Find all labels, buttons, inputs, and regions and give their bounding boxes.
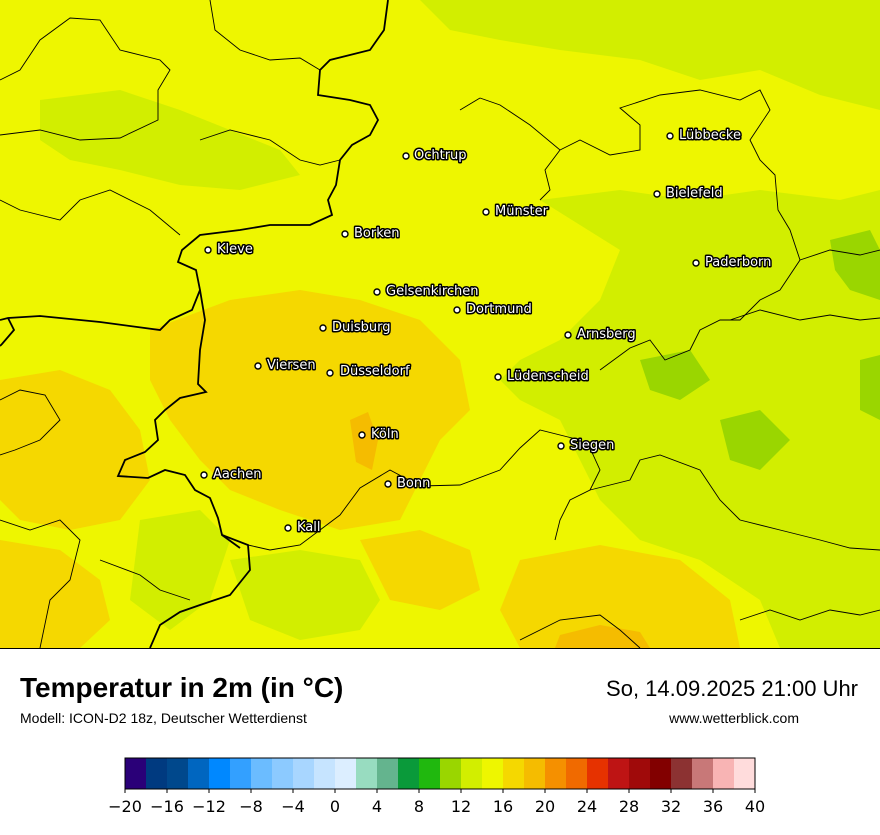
legend-swatch (524, 758, 546, 789)
city-label: Aachen (213, 467, 261, 482)
legend-swatch (146, 758, 168, 789)
city-label: Köln (371, 427, 399, 442)
city-label: Arnsberg (577, 327, 636, 342)
legend-swatch (230, 758, 252, 789)
legend-swatch (188, 758, 210, 789)
city-koeln[interactable]: Köln (358, 426, 400, 444)
model-info: Modell: ICON-D2 18z, Deutscher Wetterdie… (20, 710, 307, 726)
hot-spots (350, 412, 650, 648)
legend-swatch (545, 758, 567, 789)
city-gelsenkirchen[interactable]: Gelsenkirchen (373, 283, 480, 301)
city-label: Borken (354, 226, 400, 241)
legend-swatch (461, 758, 483, 789)
legend-swatch (629, 758, 651, 789)
legend-swatch (608, 758, 630, 789)
legend-swatch (713, 758, 735, 789)
city-dortmund[interactable]: Dortmund (453, 301, 533, 319)
city-borken[interactable]: Borken (341, 225, 401, 243)
color-legend: −20 −16 −12 −8 −4 0 4 8 12 16 20 24 28 32 36 40 (100, 755, 780, 830)
city-label: Duisburg (332, 320, 391, 335)
city-aachen[interactable]: Aachen (200, 466, 263, 484)
legend-tick-label: 16 (493, 797, 513, 816)
city-duisburg[interactable]: Duisburg (319, 319, 392, 337)
city-markers: Ochtrup Lübbecke Bielefeld Münster Borke… (200, 127, 773, 537)
city-label: Düsseldorf (340, 364, 410, 379)
legend-tick-label: 12 (451, 797, 471, 816)
legend-tick-label: −8 (239, 797, 263, 816)
city-label: Bonn (397, 476, 430, 491)
city-luebbecke[interactable]: Lübbecke (666, 127, 742, 145)
city-label: Gelsenkirchen (386, 284, 479, 299)
legend-tick-label: 36 (703, 797, 723, 816)
legend-swatch (251, 758, 273, 789)
legend-swatch (692, 758, 714, 789)
legend-tick-label: −4 (281, 797, 305, 816)
cool-zones (40, 0, 880, 648)
city-viersen[interactable]: Viersen (254, 357, 317, 375)
city-kall[interactable]: Kall (284, 519, 322, 537)
city-ochtrup[interactable]: Ochtrup (402, 147, 468, 165)
legend-tick-label: 4 (372, 797, 382, 816)
city-paderborn[interactable]: Paderborn (692, 254, 773, 272)
map-title: Temperatur in 2m (in °C) (20, 672, 344, 703)
legend-tick-label: −12 (192, 797, 226, 816)
website-link[interactable]: www.wetterblick.com (669, 710, 799, 726)
city-label: Siegen (570, 438, 614, 453)
legend-swatch (272, 758, 294, 789)
city-label: Lüdenscheid (507, 369, 589, 384)
legend-tick-label: 0 (330, 797, 340, 816)
legend-swatch (314, 758, 336, 789)
legend-tick-label: 20 (535, 797, 555, 816)
legend-swatch (440, 758, 462, 789)
legend-tick-label: −20 (108, 797, 142, 816)
city-label: Dortmund (466, 302, 532, 317)
legend-swatch (419, 758, 441, 789)
legend-tick-label: 40 (745, 797, 765, 816)
legend-swatch (209, 758, 231, 789)
legend-swatch (356, 758, 378, 789)
legend-swatch (503, 758, 525, 789)
city-bielefeld[interactable]: Bielefeld (653, 185, 724, 203)
legend-swatch (482, 758, 504, 789)
legend-swatch (167, 758, 189, 789)
legend-swatch (335, 758, 357, 789)
legend-swatch (671, 758, 693, 789)
legend-swatch (125, 758, 147, 789)
temperature-map: Ochtrup Lübbecke Bielefeld Münster Borke… (0, 0, 880, 649)
legend-swatch (293, 758, 315, 789)
legend-scale: −20 −16 −12 −8 −4 0 4 8 12 16 20 24 28 32 36 40 (108, 757, 765, 816)
legend-tick-label: −16 (150, 797, 184, 816)
city-label: Münster (495, 204, 549, 219)
legend-tick-label: 24 (577, 797, 597, 816)
city-kleve[interactable]: Kleve (204, 241, 254, 259)
city-duesseldorf[interactable]: Düsseldorf (326, 363, 411, 381)
city-arnsberg[interactable]: Arnsberg (564, 326, 637, 344)
city-label: Kall (297, 520, 321, 535)
legend-swatch (377, 758, 399, 789)
legend-swatch (650, 758, 672, 789)
legend-tick-label: 28 (619, 797, 639, 816)
legend-border (124, 757, 756, 790)
green-patches (640, 230, 880, 470)
map-canvas: Ochtrup Lübbecke Bielefeld Münster Borke… (0, 0, 880, 648)
city-label: Paderborn (705, 255, 771, 270)
city-label: Kleve (217, 242, 253, 257)
city-label: Bielefeld (666, 186, 723, 201)
forecast-datetime: So, 14.09.2025 21:00 Uhr (606, 676, 858, 701)
legend-swatch (587, 758, 609, 789)
country-borders (0, 0, 389, 648)
city-muenster[interactable]: Münster (482, 203, 550, 221)
city-label: Lübbecke (679, 128, 741, 143)
city-bonn[interactable]: Bonn (384, 475, 432, 493)
legend-swatch (734, 758, 756, 789)
legend-tick-label: 8 (414, 797, 424, 816)
city-label: Ochtrup (414, 148, 467, 163)
legend-swatch (398, 758, 420, 789)
state-borders (0, 0, 880, 648)
legend-tick-label: 32 (661, 797, 681, 816)
city-luedenscheid[interactable]: Lüdenscheid (494, 368, 590, 386)
city-siegen[interactable]: Siegen (557, 437, 616, 455)
city-label: Viersen (267, 358, 316, 373)
legend-swatch (566, 758, 588, 789)
